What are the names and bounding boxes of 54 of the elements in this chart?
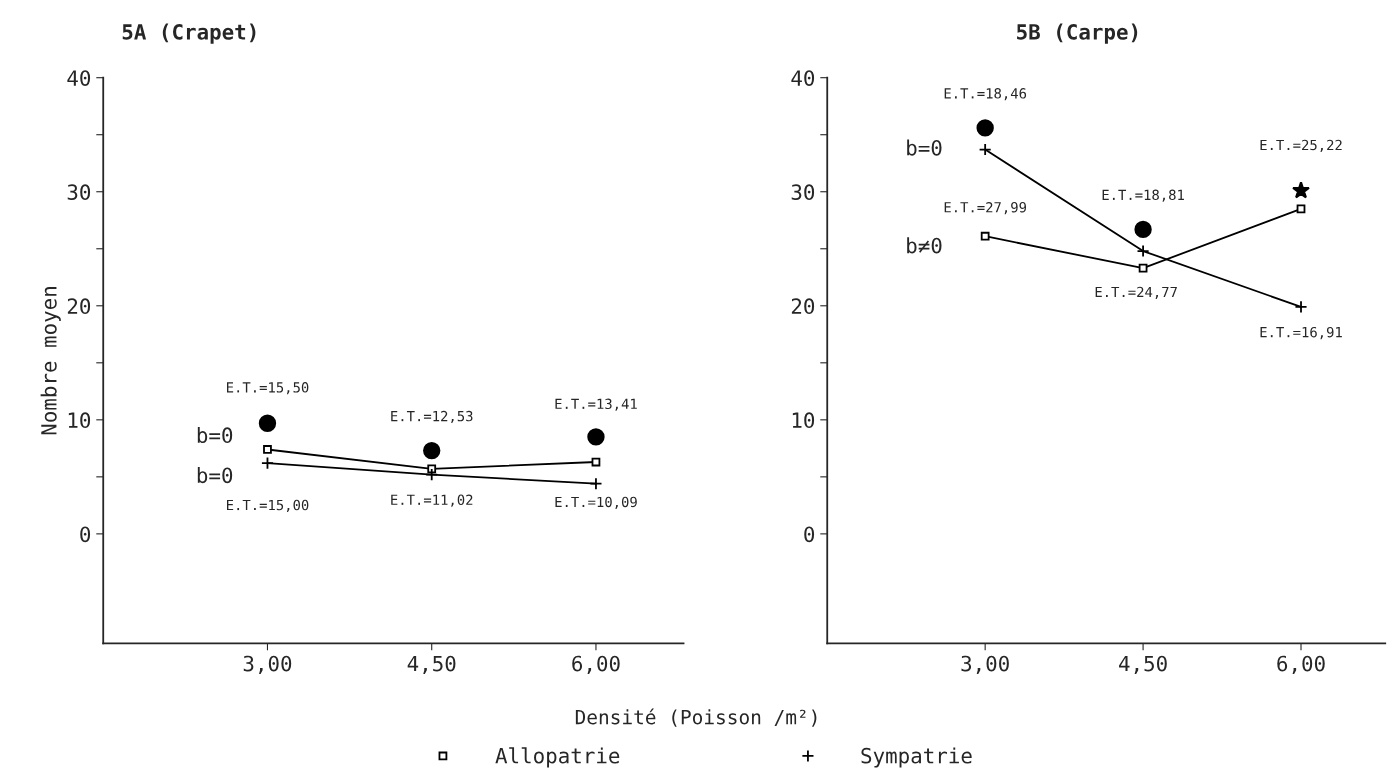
annotation: b=0 <box>197 426 233 444</box>
point <box>423 441 441 460</box>
point <box>1136 244 1150 258</box>
point <box>1294 300 1308 314</box>
point <box>425 468 439 482</box>
y-axis-title: Nombre moyen <box>40 287 61 435</box>
annotation: E.T.=27,99 <box>944 202 1027 215</box>
x-tick-label: 4,50 <box>1119 655 1167 675</box>
x-tick-label: 6,00 <box>1277 655 1325 675</box>
y-tick-label: 10 <box>792 412 815 429</box>
x-tick-label: 3,00 <box>961 655 1009 675</box>
annotation: b=0 <box>907 139 942 156</box>
annotation: b=0 <box>197 467 233 484</box>
y-tick-label: 40 <box>67 70 91 86</box>
annotation: E.T.=18,81 <box>1102 189 1184 202</box>
annotation: E.T.=15,00 <box>227 499 309 513</box>
point <box>261 456 274 470</box>
chart-title: 5B (Carpe) <box>1017 23 1138 44</box>
y-tick-label: 30 <box>791 184 815 201</box>
x-tick-label: 4,50 <box>407 655 456 675</box>
point <box>980 231 990 241</box>
annotation: E.T.=25,22 <box>1260 139 1342 152</box>
point <box>258 414 277 432</box>
y-tick-label: 40 <box>791 70 815 86</box>
annotation: E.T.=15,50 <box>227 382 309 395</box>
legend-label: Allopatrie <box>495 747 620 768</box>
annotation: E.T.=11,02 <box>391 494 473 507</box>
y-tick-label: 20 <box>67 298 91 315</box>
annotation: b≠0 <box>907 237 942 254</box>
point <box>976 119 994 137</box>
point <box>1292 181 1310 199</box>
y-tick-label: 10 <box>68 412 91 429</box>
point <box>1138 263 1148 273</box>
x-tick-label: 3,00 <box>243 655 292 675</box>
annotation: E.T.=16,91 <box>1260 326 1342 340</box>
y-tick-label: 0 <box>80 526 91 543</box>
legend-label: Sympatrie <box>861 747 972 768</box>
annotation: E.T.=12,53 <box>391 410 473 424</box>
point <box>1134 220 1152 239</box>
point <box>1296 204 1306 214</box>
point <box>978 143 992 157</box>
y-tick-label: 30 <box>67 184 91 201</box>
annotation: E.T.=13,41 <box>555 398 637 411</box>
x-axis-title: Densité (Poisson /m²) <box>575 708 817 727</box>
chart-title: 5A (Crapet) <box>122 23 256 44</box>
point <box>589 477 603 491</box>
annotation: E.T.=24,77 <box>1095 286 1177 299</box>
annotation: E.T.=18,46 <box>944 88 1027 101</box>
y-tick-label: 0 <box>804 526 815 543</box>
point <box>263 445 272 454</box>
annotation: E.T.=10,09 <box>555 496 637 509</box>
x-tick-label: 6,00 <box>572 655 620 675</box>
y-tick-label: 20 <box>791 298 815 315</box>
point <box>587 428 605 446</box>
